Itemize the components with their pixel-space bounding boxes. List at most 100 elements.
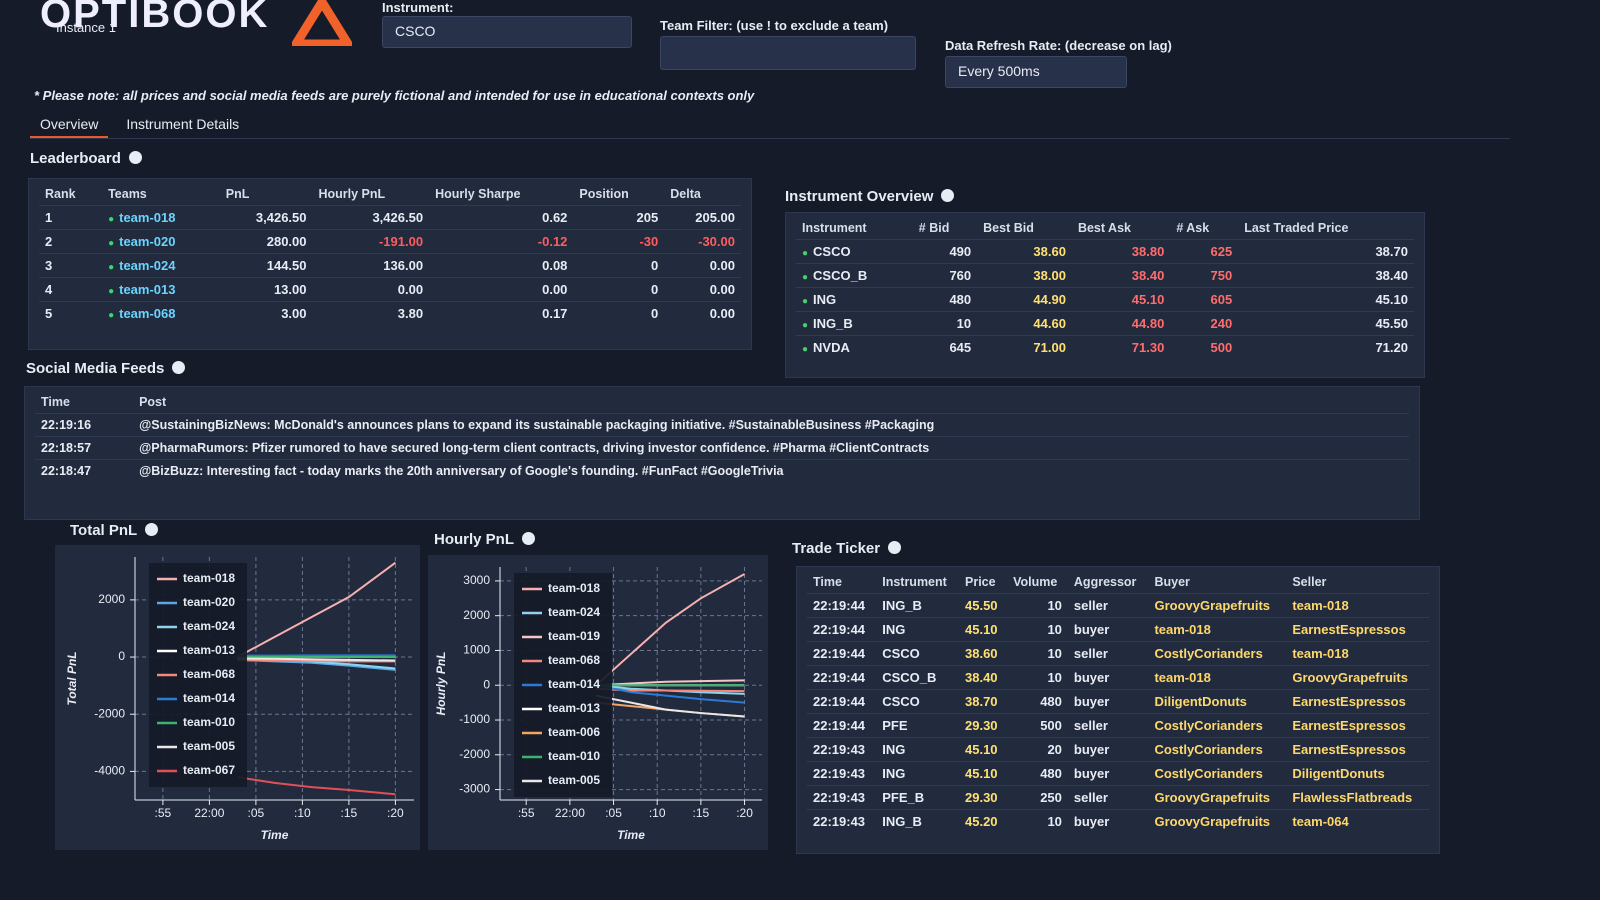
table-cell: DiligentDonuts xyxy=(1286,761,1429,786)
table-cell: 22:18:47 xyxy=(35,459,134,482)
table-cell: team-018 xyxy=(1148,665,1287,690)
table-cell: 0.17 xyxy=(429,301,574,325)
series-line xyxy=(595,684,745,704)
table-cell: 22:19:16 xyxy=(35,413,134,437)
table-cell: 205.00 xyxy=(664,205,741,230)
table-cell: CostlyCorianders xyxy=(1148,737,1287,762)
table-cell: ING xyxy=(876,761,959,786)
table-cell: 45.20 xyxy=(959,809,1008,833)
legend-label: team-019 xyxy=(548,629,600,643)
table-cell: 760 xyxy=(912,263,978,288)
table-cell: 0.00 xyxy=(429,277,574,302)
table-cell: CostlyCorianders xyxy=(1148,641,1287,666)
team-filter-input[interactable] xyxy=(660,36,916,70)
table-cell: 45.10 xyxy=(1238,287,1414,312)
series-line xyxy=(595,573,746,686)
table-row: 22:19:43 ING_B 45.20 10 buyer GroovyGrapefrui… xyxy=(807,809,1429,833)
table-cell: 0.00 xyxy=(312,277,430,302)
table-cell: team-018 xyxy=(102,205,220,230)
table-cell: 480 xyxy=(1007,761,1068,786)
table: Time Instrument Price Volume Aggressor Buyer S… xyxy=(807,571,1429,833)
tab[interactable]: Instrument Details xyxy=(126,116,240,132)
table-cell: CSCO xyxy=(876,689,959,714)
logo xyxy=(292,0,352,46)
series-line xyxy=(236,561,396,658)
table-row: 22:19:44 CSCO 38.60 10 seller CostlyCoriander… xyxy=(807,641,1429,666)
y-axis-label: Hourly PnL xyxy=(434,651,448,715)
legend-label: team-018 xyxy=(548,581,600,595)
table-cell: 3.80 xyxy=(312,301,430,325)
table-cell: 38.40 xyxy=(1238,263,1414,288)
table-cell: 38.00 xyxy=(977,263,1072,288)
column-header: Aggressor xyxy=(1073,575,1137,589)
y-tick-label: -2000 xyxy=(94,706,125,720)
table-cell: PFE xyxy=(876,713,959,738)
x-tick-label: :10 xyxy=(649,806,666,820)
x-tick-label: :20 xyxy=(736,806,753,820)
tab[interactable]: Overview xyxy=(30,112,109,138)
table-cell: CSCO xyxy=(796,239,913,264)
legend-label: team-013 xyxy=(183,643,235,657)
legend-label: team-010 xyxy=(548,749,600,763)
table-cell: 645 xyxy=(912,335,978,359)
x-tick-label: 22:00 xyxy=(555,806,585,820)
table-cell: CSCO xyxy=(876,641,959,666)
legend-label: team-024 xyxy=(548,605,600,619)
legend-label: team-010 xyxy=(183,715,235,729)
table-cell: EarnestEspressos xyxy=(1286,713,1429,738)
column-header: Delta xyxy=(670,187,701,201)
table-cell: team-064 xyxy=(1286,809,1429,833)
table-cell: 20 xyxy=(1007,737,1068,762)
table-row: 22:19:44 PFE 29.30 500 seller CostlyCoriander… xyxy=(807,713,1429,738)
table-cell: buyer xyxy=(1067,761,1149,786)
table-cell: 0.00 xyxy=(664,277,741,302)
legend-label: team-013 xyxy=(548,701,600,715)
column-header: Price xyxy=(965,575,996,589)
table-cell: 3 xyxy=(39,253,103,278)
y-axis-label: Total PnL xyxy=(65,651,79,705)
y-tick-label: 1000 xyxy=(463,643,490,657)
table-row: 22:19:44 CSCO 38.70 480 buyer DiligentDonuts E… xyxy=(807,689,1429,714)
table-cell: 45.10 xyxy=(959,761,1008,786)
table-cell: 44.80 xyxy=(1071,311,1171,336)
y-tick-label: -2000 xyxy=(459,747,490,761)
legend-label: team-006 xyxy=(548,725,600,739)
legend-label: team-068 xyxy=(548,653,600,667)
instrument-select[interactable]: CSCO xyxy=(382,16,632,48)
x-tick-label: :55 xyxy=(155,806,172,820)
table-cell: DiligentDonuts xyxy=(1148,689,1287,714)
series-line xyxy=(237,658,396,663)
series-line xyxy=(595,694,745,718)
series-line xyxy=(596,679,745,687)
table-cell: GroovyGrapefruits xyxy=(1148,785,1287,810)
column-header: Hourly Sharpe xyxy=(435,187,521,201)
table-row: 22:19:43 PFE_B 29.30 250 seller GroovyGrapefr… xyxy=(807,785,1429,810)
tab-bar: Overview Instrument Details xyxy=(30,112,1510,139)
table-row: 22:18:47 @BizBuzz: Interesting fact - tod… xyxy=(35,459,1409,482)
refresh-select[interactable]: Every 500ms xyxy=(945,56,1127,88)
column-header: Time xyxy=(813,575,842,589)
table-cell: 480 xyxy=(1007,689,1068,714)
table-cell: 45.10 xyxy=(959,737,1008,762)
table-cell: seller xyxy=(1067,713,1149,738)
y-tick-label: 0 xyxy=(483,677,490,691)
table-cell: @SustainingBizNews: McDonald's announces… xyxy=(133,413,1409,437)
table-cell: 750 xyxy=(1170,263,1239,288)
table-cell: 29.30 xyxy=(959,785,1008,810)
column-header: Volume xyxy=(1013,575,1058,589)
table-cell: 240 xyxy=(1170,311,1239,336)
legend-label: team-005 xyxy=(183,739,235,753)
table-cell: 4 xyxy=(39,277,103,302)
table-cell: -0.12 xyxy=(429,229,574,254)
table-cell: -191.00 xyxy=(312,229,430,254)
table-row: 22:19:16 @SustainingBizNews: McDonald's a… xyxy=(35,413,1409,437)
chart: -4000 -2000 0 2000:55 22:00:05:10:15:20 Time T… xyxy=(55,545,420,850)
table-cell: 44.90 xyxy=(977,287,1072,312)
x-tick-label: :10 xyxy=(294,806,311,820)
table-cell: 22:19:44 xyxy=(807,617,877,642)
table-cell: team-020 xyxy=(102,229,220,254)
